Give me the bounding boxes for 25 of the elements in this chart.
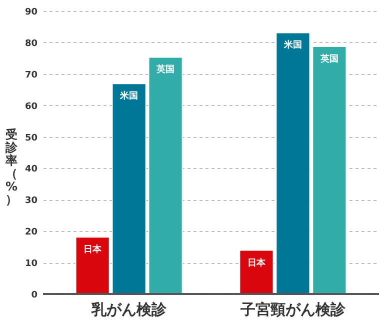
series-label: 日本 <box>84 244 103 256</box>
bar <box>239 250 274 294</box>
bar <box>112 83 146 294</box>
y-tick-label: 70 <box>24 70 38 80</box>
text: 米国 <box>120 92 138 102</box>
bar <box>276 32 310 294</box>
y-tick-label: 20 <box>24 228 38 238</box>
y-tick-label: 0 <box>31 290 38 300</box>
y-tick-label: 90 <box>24 8 38 18</box>
series-label: 英国 <box>156 64 175 76</box>
bar <box>148 56 183 294</box>
series-label: 米国 <box>282 40 302 51</box>
text: 日本 <box>247 258 266 268</box>
y-tick-label: 10 <box>24 259 38 270</box>
x-tick-label: 乳がん検診 <box>90 300 168 318</box>
y-tick-label: 50 <box>24 133 38 144</box>
y-tick-label: 60 <box>24 102 38 112</box>
y-tick-label: 30 <box>24 196 38 206</box>
text: 英国 <box>320 54 338 65</box>
y-axis-title: 受診率（%） <box>4 128 18 206</box>
x-tick-label: 子宮頸がん検診 <box>239 300 346 318</box>
y-tick-label: 40 <box>24 164 38 175</box>
y-tick-label: 80 <box>24 38 38 49</box>
bar <box>75 236 110 294</box>
bar <box>312 46 347 294</box>
